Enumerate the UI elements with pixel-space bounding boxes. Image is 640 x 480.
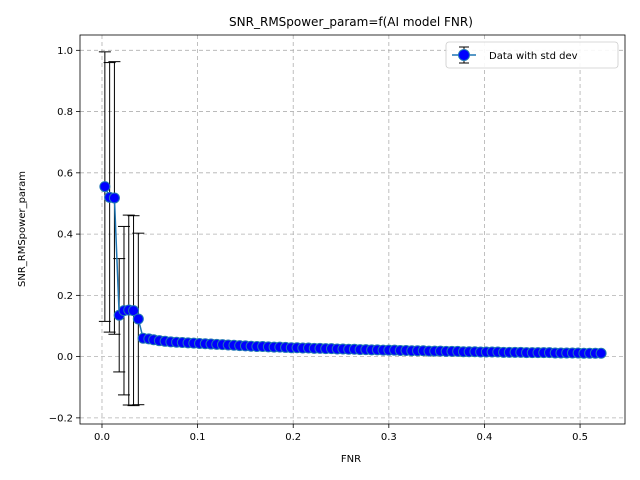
legend-box	[445, 41, 619, 69]
y-tick-label: 0.2	[57, 291, 73, 302]
x-tick-label: 0.2	[285, 432, 301, 443]
x-axis-label: FNR	[341, 454, 361, 465]
y-tick-label: 0.6	[57, 168, 73, 179]
grid	[80, 35, 625, 424]
legend: Data with std dev	[445, 41, 619, 69]
x-tick-label: 0.0	[94, 432, 110, 443]
y-tick-label: 0.8	[57, 107, 73, 118]
legend-label: Data with std dev	[489, 51, 578, 62]
x-tick-label: 0.5	[572, 432, 588, 443]
x-tick-label: 0.3	[381, 432, 397, 443]
y-tick-label: 0.0	[57, 352, 73, 363]
data-point	[108, 192, 120, 204]
data-point	[128, 305, 140, 317]
plot-area-frame	[79, 34, 626, 425]
x-tick-label: 0.1	[190, 432, 206, 443]
data-point	[595, 347, 607, 359]
y-tick-label: −0.2	[49, 413, 73, 424]
x-axis-ticks: 0.0 0.1 0.2 0.3 0.4 0.5	[94, 424, 588, 443]
data-point	[132, 313, 144, 325]
chart-title: SNR_RMSpower_param=f(AI model FNR)	[229, 15, 473, 29]
y-tick-label: 1.0	[57, 46, 73, 57]
y-axis-label: SNR_RMSpower_param	[17, 171, 28, 287]
data-points	[99, 181, 607, 359]
data-point	[99, 181, 111, 193]
x-tick-label: 0.4	[476, 432, 492, 443]
y-axis-ticks: −0.2 0.0 0.2 0.4 0.6 0.8 1.0	[49, 46, 80, 424]
y-tick-label: 0.4	[57, 230, 73, 241]
legend-marker	[458, 49, 470, 61]
